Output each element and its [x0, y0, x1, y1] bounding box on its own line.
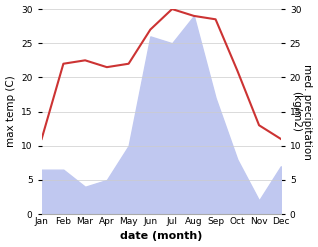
Y-axis label: med. precipitation
(kg/m2): med. precipitation (kg/m2) [291, 64, 313, 160]
Y-axis label: max temp (C): max temp (C) [5, 76, 16, 147]
X-axis label: date (month): date (month) [120, 231, 203, 242]
